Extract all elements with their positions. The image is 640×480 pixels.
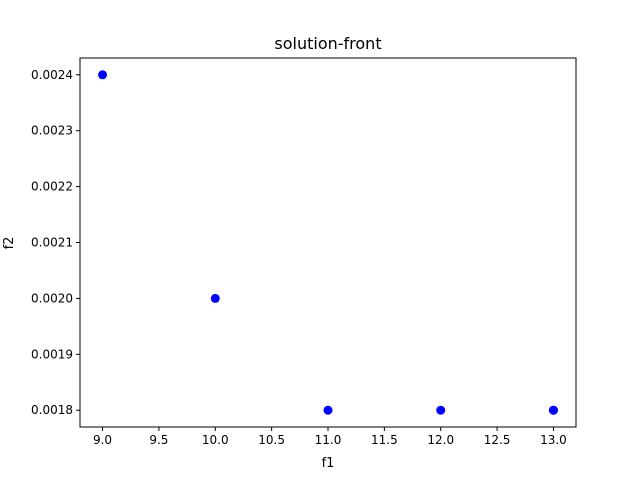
y-tick-label: 0.0024	[31, 68, 73, 82]
x-axis-label: f1	[322, 456, 335, 471]
x-tick-label: 9.0	[93, 433, 112, 447]
data-point	[436, 405, 446, 415]
x-tick-label: 9.5	[149, 433, 168, 447]
x-tick-label: 10.5	[258, 433, 285, 447]
y-tick-label: 0.0021	[31, 236, 73, 250]
plot-area-frame	[79, 57, 577, 428]
y-tick-label: 0.0023	[31, 124, 73, 138]
x-tick-label: 11.0	[315, 433, 342, 447]
data-point	[98, 70, 108, 80]
x-tick-label: 11.5	[371, 433, 398, 447]
data-point	[323, 405, 333, 415]
x-tick-label: 13.0	[540, 433, 567, 447]
x-tick-label: 12.5	[484, 433, 511, 447]
y-tick-label: 0.0019	[31, 347, 73, 361]
axis-ticks: 9.0 9.5 10.0 10.5 11.0 11.5 12.0 12.5 13.0 0.0018…	[31, 68, 567, 447]
data-point	[210, 293, 220, 303]
chart-title: solution-front	[274, 34, 381, 53]
x-tick-label: 10.0	[202, 433, 229, 447]
y-tick-label: 0.0020	[31, 291, 73, 305]
x-tick-label: 12.0	[427, 433, 454, 447]
data-points	[98, 70, 558, 415]
data-point	[548, 405, 558, 415]
y-tick-label: 0.0022	[31, 180, 73, 194]
y-tick-label: 0.0018	[31, 403, 73, 417]
y-axis-label: f2	[2, 237, 17, 250]
